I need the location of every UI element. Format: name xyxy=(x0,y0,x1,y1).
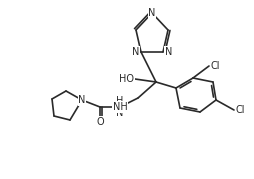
Text: HO: HO xyxy=(119,74,133,84)
Text: N: N xyxy=(164,47,172,57)
Text: H
N: H N xyxy=(116,96,123,118)
Text: N: N xyxy=(78,95,85,105)
Text: O: O xyxy=(96,117,103,127)
Text: N: N xyxy=(148,8,155,18)
Text: Cl: Cl xyxy=(210,61,220,71)
Text: NH: NH xyxy=(112,102,127,112)
Text: Cl: Cl xyxy=(235,105,245,115)
Text: N: N xyxy=(131,47,138,57)
